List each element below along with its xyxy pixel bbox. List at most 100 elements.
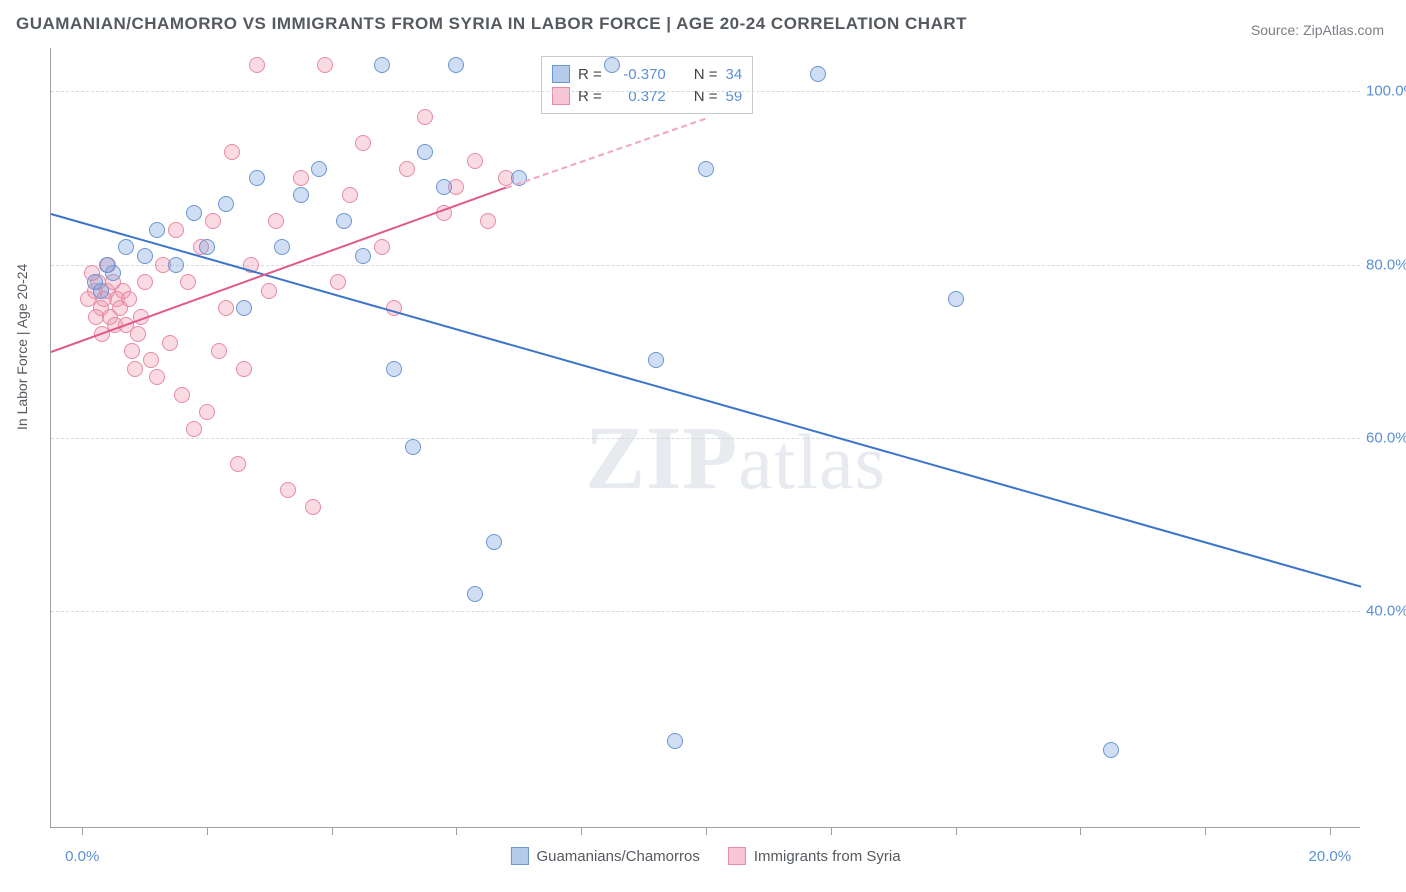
x-tick-label: 0.0%	[65, 848, 99, 865]
data-point	[417, 144, 433, 160]
data-point	[467, 153, 483, 169]
data-point	[162, 335, 178, 351]
data-point	[211, 343, 227, 359]
data-point	[374, 57, 390, 73]
watermark: ZIPatlas	[585, 407, 886, 510]
data-point	[386, 361, 402, 377]
legend-item: Guamanians/Chamorros	[510, 847, 699, 865]
data-point	[124, 343, 140, 359]
data-point	[88, 309, 104, 325]
legend-swatch	[510, 847, 528, 865]
data-point	[274, 239, 290, 255]
data-point	[149, 222, 165, 238]
x-tick	[706, 827, 707, 835]
legend-label: Immigrants from Syria	[754, 848, 901, 865]
n-label: N =	[694, 88, 718, 105]
legend-row: R =-0.370N =34	[552, 63, 742, 85]
data-point	[224, 144, 240, 160]
data-point	[186, 421, 202, 437]
data-point	[199, 239, 215, 255]
x-tick	[1330, 827, 1331, 835]
data-point	[205, 213, 221, 229]
data-point	[280, 482, 296, 498]
data-point	[137, 248, 153, 264]
y-tick-label: 60.0%	[1366, 430, 1406, 447]
n-value: 34	[726, 66, 743, 83]
stats-legend: R =-0.370N =34R = 0.372N =59	[541, 56, 753, 114]
data-point	[99, 257, 115, 273]
data-point	[448, 57, 464, 73]
data-point	[137, 274, 153, 290]
data-point	[127, 361, 143, 377]
legend-label: Guamanians/Chamorros	[536, 848, 699, 865]
data-point	[810, 66, 826, 82]
legend-swatch	[552, 65, 570, 83]
data-point	[230, 456, 246, 472]
data-point	[186, 205, 202, 221]
data-point	[480, 213, 496, 229]
x-tick-label: 20.0%	[1309, 848, 1352, 865]
legend-item: Immigrants from Syria	[728, 847, 901, 865]
data-point	[667, 733, 683, 749]
x-tick	[581, 827, 582, 835]
data-point	[168, 222, 184, 238]
data-point	[261, 283, 277, 299]
data-point	[218, 196, 234, 212]
x-tick	[332, 827, 333, 835]
r-label: R =	[578, 66, 602, 83]
x-tick	[831, 827, 832, 835]
data-point	[293, 187, 309, 203]
data-point	[436, 179, 452, 195]
data-point	[121, 291, 137, 307]
gridline-h	[51, 91, 1360, 92]
x-tick	[1080, 827, 1081, 835]
gridline-h	[51, 438, 1360, 439]
data-point	[268, 213, 284, 229]
x-tick	[1205, 827, 1206, 835]
data-point	[604, 57, 620, 73]
plot-area: ZIPatlas R =-0.370N =34R = 0.372N =59 Gu…	[50, 48, 1360, 828]
trend-line	[51, 213, 1362, 588]
data-point	[355, 135, 371, 151]
data-point	[218, 300, 234, 316]
data-point	[311, 161, 327, 177]
data-point	[342, 187, 358, 203]
x-tick	[207, 827, 208, 835]
x-tick	[82, 827, 83, 835]
data-point	[118, 239, 134, 255]
n-label: N =	[694, 66, 718, 83]
data-point	[168, 257, 184, 273]
data-point	[317, 57, 333, 73]
legend-swatch	[728, 847, 746, 865]
data-point	[236, 361, 252, 377]
series-legend: Guamanians/Chamorros Immigrants from Syri…	[510, 847, 900, 865]
data-point	[180, 274, 196, 290]
data-point	[648, 352, 664, 368]
data-point	[1103, 742, 1119, 758]
data-point	[293, 170, 309, 186]
trend-line	[506, 117, 706, 188]
data-point	[330, 274, 346, 290]
data-point	[405, 439, 421, 455]
gridline-h	[51, 611, 1360, 612]
source-label: Source: ZipAtlas.com	[1251, 22, 1384, 38]
data-point	[948, 291, 964, 307]
watermark-bold: ZIP	[585, 409, 738, 508]
data-point	[336, 213, 352, 229]
y-axis-label: In Labor Force | Age 20-24	[14, 264, 30, 430]
data-point	[249, 57, 265, 73]
data-point	[199, 404, 215, 420]
data-point	[249, 170, 265, 186]
data-point	[399, 161, 415, 177]
data-point	[143, 352, 159, 368]
y-tick-label: 40.0%	[1366, 603, 1406, 620]
x-tick	[456, 827, 457, 835]
data-point	[174, 387, 190, 403]
data-point	[149, 369, 165, 385]
y-tick-label: 100.0%	[1366, 83, 1406, 100]
legend-swatch	[552, 87, 570, 105]
data-point	[467, 586, 483, 602]
legend-row: R = 0.372N =59	[552, 85, 742, 107]
data-point	[374, 239, 390, 255]
data-point	[130, 326, 146, 342]
